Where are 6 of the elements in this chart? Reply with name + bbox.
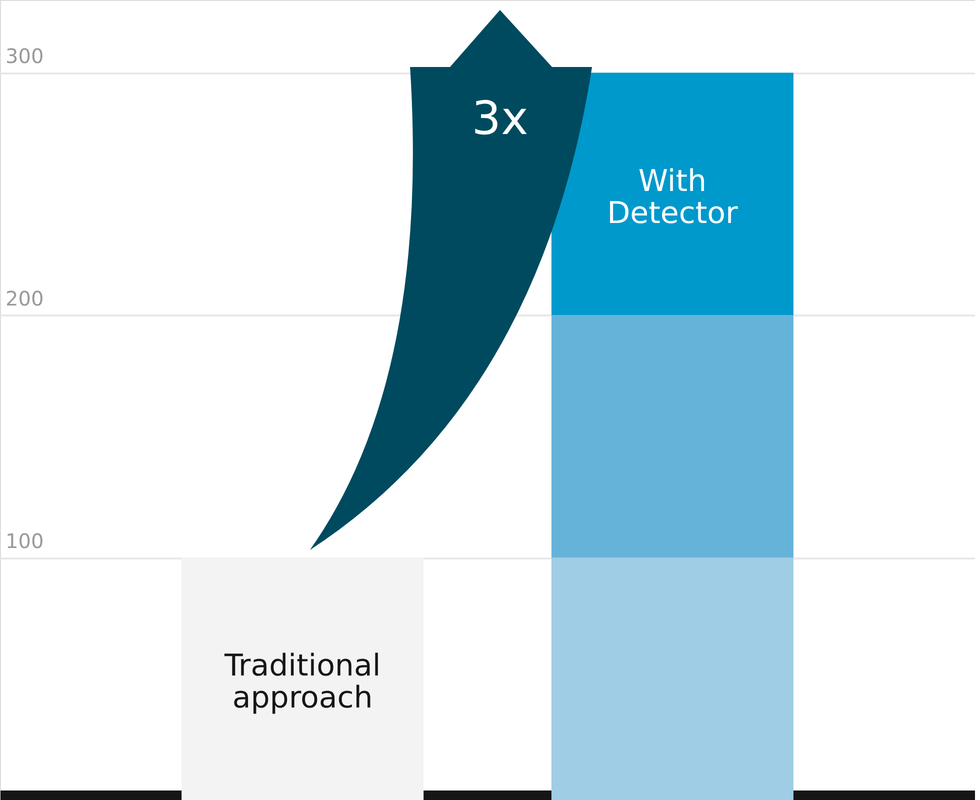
y-tick-label: 300	[6, 44, 44, 68]
x-tick-label: With Detector	[607, 164, 738, 231]
x-tick-label: Traditional approach	[223, 648, 381, 716]
annotation: 3x	[472, 91, 528, 145]
y-tick-label: 100	[6, 529, 44, 554]
y-tick-label: 200	[6, 286, 44, 311]
